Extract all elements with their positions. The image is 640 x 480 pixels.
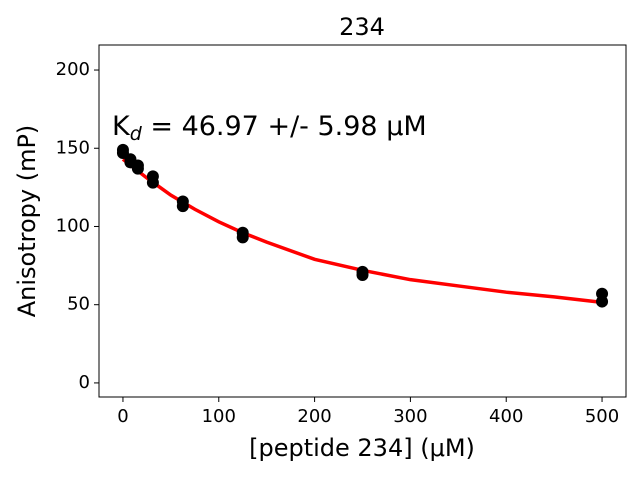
x-tick-label: 500 (585, 406, 619, 427)
plot-frame (98, 44, 627, 398)
y-tick-label: 50 (67, 294, 90, 315)
data-point (596, 295, 609, 308)
y-tick-label: 100 (56, 215, 90, 236)
annotation-text: K (112, 111, 131, 142)
x-tick-label: 200 (297, 406, 331, 427)
y-tick-label: 200 (56, 59, 90, 80)
x-tick-label: 300 (393, 406, 427, 427)
data-point (131, 162, 144, 175)
annotation-text: = 46.97 +/- 5.98 μM (142, 111, 427, 142)
data-point (176, 200, 189, 213)
data-point (356, 268, 369, 281)
data-point (236, 231, 249, 244)
x-tick-label: 400 (489, 406, 523, 427)
y-axis-label: Anisotropy (mP) (13, 125, 41, 318)
x-tick-label: 0 (117, 406, 128, 427)
annotation: Kd = 46.97 +/- 5.98 μM (112, 111, 427, 145)
annotation-subscript: d (130, 123, 143, 145)
data-point (146, 176, 159, 189)
x-tick-label: 100 (202, 406, 236, 427)
x-axis-label: [peptide 234] (μM) (249, 434, 475, 462)
y-tick-label: 0 (79, 372, 90, 393)
fit-line (121, 157, 603, 305)
chart-title: 234 (339, 13, 385, 41)
y-tick-label: 150 (56, 137, 90, 158)
